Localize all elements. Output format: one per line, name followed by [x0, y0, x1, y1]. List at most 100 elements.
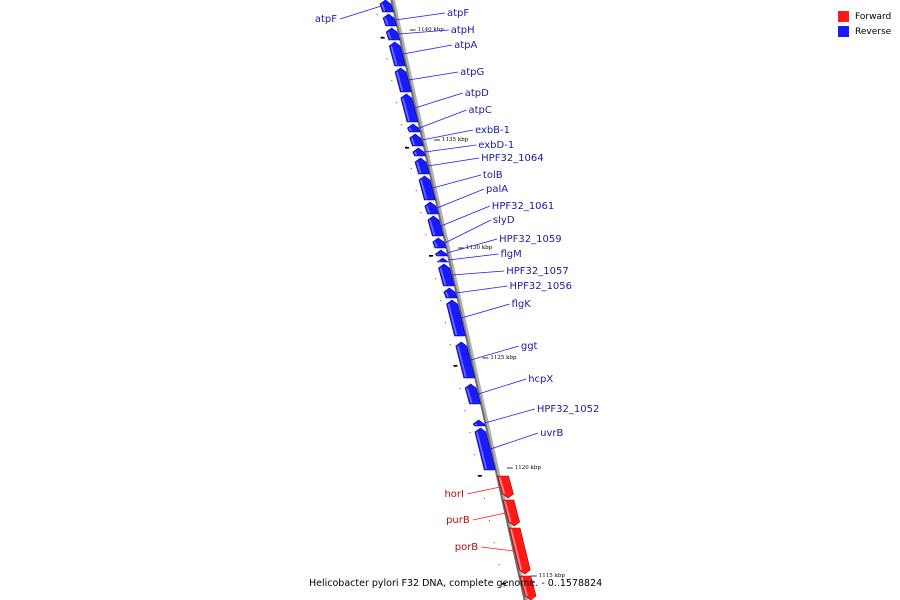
- tick-mark: [405, 147, 410, 149]
- gene-callout-line: [461, 303, 510, 319]
- gene-label: tolB: [483, 170, 503, 181]
- gene-ggt: ggt: [455, 341, 538, 379]
- scale-ticks: 1140 kbp 1135 kbp 1130 kbp 1125 kbp 1120 kbp…: [380, 27, 565, 585]
- scale-dot: [498, 564, 500, 566]
- gene-highlight: [384, 17, 389, 26]
- gene-arrow: [414, 157, 430, 175]
- legend: Forward Reverse: [838, 9, 891, 39]
- gene-label: porB: [455, 542, 479, 553]
- gene-highlight: [434, 241, 438, 248]
- gene-callout-line: [424, 144, 477, 153]
- gene-callout-line: [455, 285, 508, 294]
- gene-arrow: [446, 299, 466, 337]
- scale-dot: [474, 454, 476, 456]
- scale-dot: [464, 410, 466, 412]
- scale-dot: [420, 212, 422, 214]
- gene-flgM: flgM: [436, 249, 522, 263]
- gene-label: exbD-1: [478, 140, 514, 151]
- gene-label: HPF32_1057: [506, 266, 568, 277]
- tick-label: 1135 kbp: [442, 137, 469, 143]
- gene-label: hcpX: [528, 374, 553, 385]
- gene-highlight: [498, 476, 506, 495]
- scale-dot: [391, 80, 393, 82]
- gene-highlight: [420, 179, 428, 200]
- gene-callout-line: [398, 29, 449, 35]
- gene-highlight: [414, 151, 418, 156]
- scale-dot: [488, 520, 491, 522]
- scale-dot: [469, 432, 471, 434]
- gene-callout-line: [466, 486, 501, 495]
- gene-arrow: [464, 383, 481, 405]
- gene-label: HPF32_1059: [499, 234, 561, 245]
- gene-highlight: [390, 45, 398, 66]
- gene-HPF32_1059: HPF32_1059: [434, 234, 562, 257]
- gene-atpF: atpF: [382, 8, 469, 27]
- gene-HPF32_1057: HPF32_1057: [438, 263, 569, 287]
- tick-mark: [501, 583, 506, 585]
- gene-arrow: [436, 257, 450, 263]
- gene-highlight: [410, 137, 416, 146]
- scale-dot: [415, 190, 417, 192]
- gene-label: uvrB: [540, 428, 563, 439]
- gene-highlight: [408, 127, 412, 132]
- gene-highlight: [510, 528, 523, 571]
- gene-track: atpF atpF atpH atpA atpG atpD atpC exbB-1 exbD-1…: [315, 0, 599, 600]
- gene-arrow: [434, 249, 449, 257]
- gene-label: exbB-1: [475, 125, 510, 136]
- gene-callout-line: [444, 219, 492, 244]
- scale-dot: [503, 586, 505, 588]
- gene-callout-line: [408, 71, 459, 81]
- scale-dot: [444, 322, 447, 324]
- gene-atpC: atpC: [407, 105, 492, 133]
- gene-label: flgM: [500, 249, 521, 260]
- legend-item-forward: Forward: [838, 9, 891, 24]
- gene-porB: porB: [455, 527, 531, 575]
- gene-label: atpA: [454, 40, 477, 51]
- gene-highlight: [474, 423, 477, 426]
- gene-arrow: [388, 41, 406, 67]
- gene-callout-line: [339, 5, 382, 20]
- gene-highlight: [402, 97, 410, 122]
- gene-highlight: [396, 71, 404, 92]
- reverse-swatch: [838, 26, 849, 37]
- gene-label: flgK: [512, 299, 532, 310]
- gene-label: atpF: [447, 8, 469, 19]
- scale-dot: [449, 344, 451, 346]
- gene-arrow: [474, 427, 496, 471]
- gene-callout-line: [470, 345, 519, 361]
- gene-callout-line: [484, 408, 535, 424]
- scale-dot: [396, 102, 398, 104]
- gene-callout-line: [419, 109, 467, 129]
- gene-highlight: [466, 387, 473, 404]
- gene-unnamed: [519, 575, 537, 600]
- gene-arrow: [472, 419, 487, 427]
- scale-dot: [381, 36, 383, 38]
- gene-label: atpG: [460, 67, 484, 78]
- gene-palA: palA: [424, 184, 508, 215]
- gene-callout-line: [414, 92, 463, 109]
- gene-highlight: [520, 576, 528, 597]
- gene-callout-line: [402, 44, 453, 55]
- gene-slyD: slyD: [432, 215, 515, 249]
- gene-label: atpH: [451, 25, 475, 36]
- gene-highlight: [439, 267, 447, 286]
- tick-mark: [453, 365, 458, 367]
- gene-highlight: [381, 3, 386, 12]
- genome-caption: Helicobacter pylori F32 DNA, complete ge…: [309, 578, 603, 589]
- tick-label: 1140 kbp: [418, 27, 445, 33]
- gene-highlight: [436, 253, 440, 256]
- scale-dot: [459, 388, 461, 390]
- gene-highlight: [387, 31, 392, 40]
- gene-callout-line: [478, 378, 527, 395]
- gene-highlight: [476, 431, 487, 470]
- gene-label: HPF32_1056: [510, 281, 572, 292]
- gene-callout-line: [421, 129, 474, 141]
- gene-callout-line: [481, 546, 515, 552]
- gene-tolB: tolB: [418, 170, 503, 201]
- scale-dot: [410, 168, 412, 170]
- gene-highlight: [447, 303, 458, 336]
- gene-horI: horI: [444, 475, 514, 500]
- tick-label: 1130 kbp: [466, 245, 493, 251]
- gene-label: horI: [444, 489, 464, 500]
